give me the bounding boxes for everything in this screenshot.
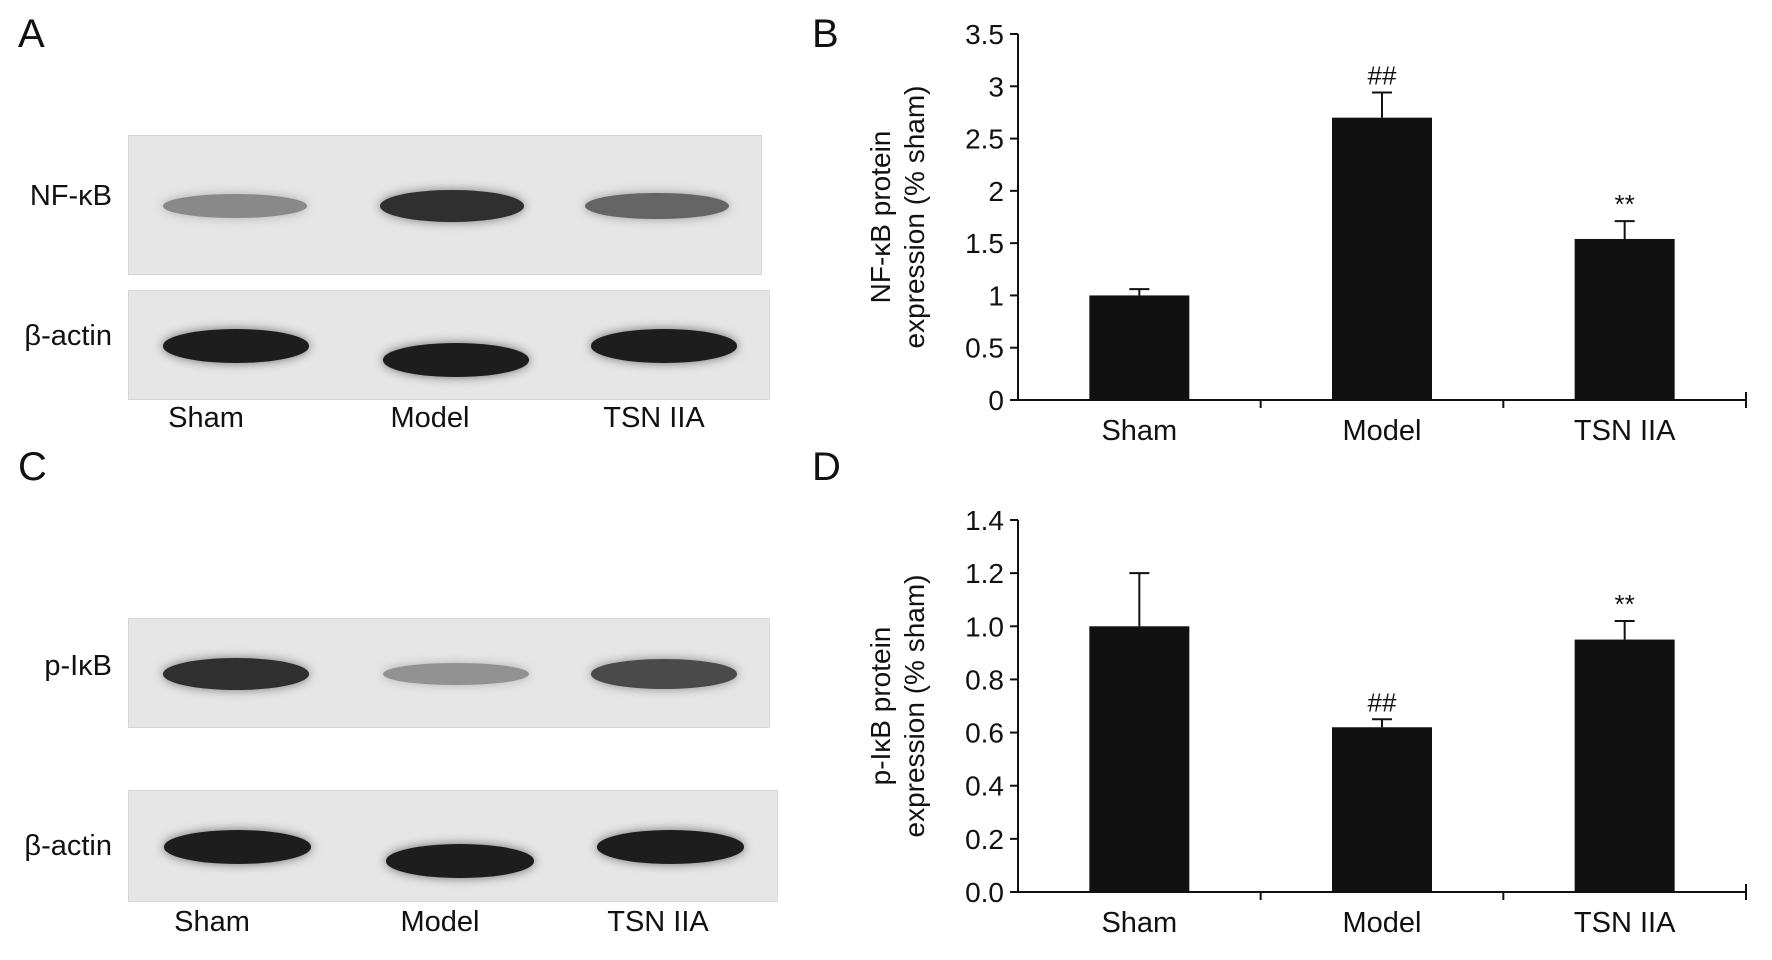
blot-band xyxy=(386,844,534,878)
x-tick-label: Model xyxy=(1343,907,1422,939)
bar xyxy=(1574,238,1675,400)
blot-band xyxy=(383,343,529,377)
bar xyxy=(1332,117,1432,401)
blot-band xyxy=(163,658,309,690)
y-tick-label: 2.5 xyxy=(965,124,1004,155)
y-tick-label: 3.5 xyxy=(965,19,1004,50)
blot-band xyxy=(591,329,737,363)
y-tick-label: 0.8 xyxy=(965,664,1004,695)
y-tick-label: 0 xyxy=(988,385,1004,416)
blot-strip xyxy=(128,135,762,275)
blot-row-label: p-IκB xyxy=(44,650,112,682)
y-tick-label: 3 xyxy=(988,71,1004,102)
blot-band xyxy=(597,830,745,864)
x-tick-label: Model xyxy=(1343,415,1422,447)
y-tick-label: 0.5 xyxy=(965,333,1004,364)
x-tick-label: TSN IIA xyxy=(1574,415,1676,447)
lane-label: Sham xyxy=(174,906,250,938)
blot-strip xyxy=(128,290,770,400)
blot-band xyxy=(162,194,307,218)
y-tick-label: 0.2 xyxy=(965,824,1004,855)
y-axis-label: p-IκB protein xyxy=(865,627,896,786)
bar-chart-d: 0.0 0.2 0.4 0.6 0.8 1.0 1.2 1.4 Sham ## Model ** TSN… xyxy=(865,505,1747,939)
blot-strip xyxy=(128,618,770,728)
blot-row-label: β-actin xyxy=(24,320,112,352)
panel-letter-b: B xyxy=(812,12,839,56)
panel-letter-d: D xyxy=(812,445,841,489)
blot-row-label: β-actin xyxy=(24,830,112,862)
blot-band xyxy=(591,659,737,689)
significance-label: ** xyxy=(1615,189,1635,219)
y-tick-label: 1.0 xyxy=(965,611,1004,642)
y-tick-label: 0.0 xyxy=(965,877,1004,908)
y-tick-label: 1.5 xyxy=(965,228,1004,259)
panel-letter-a: A xyxy=(18,12,45,56)
y-tick-label: 1.2 xyxy=(965,558,1004,589)
lane-label: TSN IIA xyxy=(603,402,705,434)
blot-strip xyxy=(128,790,778,902)
y-axis-label: NF-κB protein xyxy=(865,131,896,304)
blot-row-label: NF-κB xyxy=(29,180,112,212)
panel-letter-c: C xyxy=(18,445,47,489)
significance-label: ** xyxy=(1615,589,1635,619)
y-tick-label: 2 xyxy=(988,176,1004,207)
bar-chart-b: 0 0.5 1 1.5 2 2.5 3 3.5 Sham ## Model ** TSN IIA NF-κ… xyxy=(865,19,1747,447)
lane-label: Sham xyxy=(168,402,244,434)
x-tick-label: TSN IIA xyxy=(1574,907,1676,939)
bar xyxy=(1574,639,1675,892)
y-tick-label: 0.4 xyxy=(965,771,1004,802)
blot-band xyxy=(585,192,730,220)
y-tick-label: 1.4 xyxy=(965,505,1004,536)
blot-band xyxy=(380,190,524,222)
blot-band xyxy=(163,830,311,864)
x-tick-label: Sham xyxy=(1101,415,1177,447)
y-tick-label: 0.6 xyxy=(965,718,1004,749)
y-axis-label: expression (% sham) xyxy=(899,86,930,349)
lane-label: Model xyxy=(390,402,470,434)
lane-label: Model xyxy=(400,906,480,938)
bar xyxy=(1332,727,1432,892)
lane-label: TSN IIA xyxy=(607,906,709,938)
significance-label: ## xyxy=(1368,61,1397,91)
bar xyxy=(1089,295,1190,400)
y-tick-label: 1 xyxy=(988,280,1004,311)
y-axis-label: expression (% sham) xyxy=(899,575,930,838)
blot-band xyxy=(383,662,529,686)
blot-band xyxy=(163,329,309,363)
significance-label: ## xyxy=(1368,687,1397,717)
x-tick-label: Sham xyxy=(1101,907,1177,939)
bar xyxy=(1089,626,1190,892)
